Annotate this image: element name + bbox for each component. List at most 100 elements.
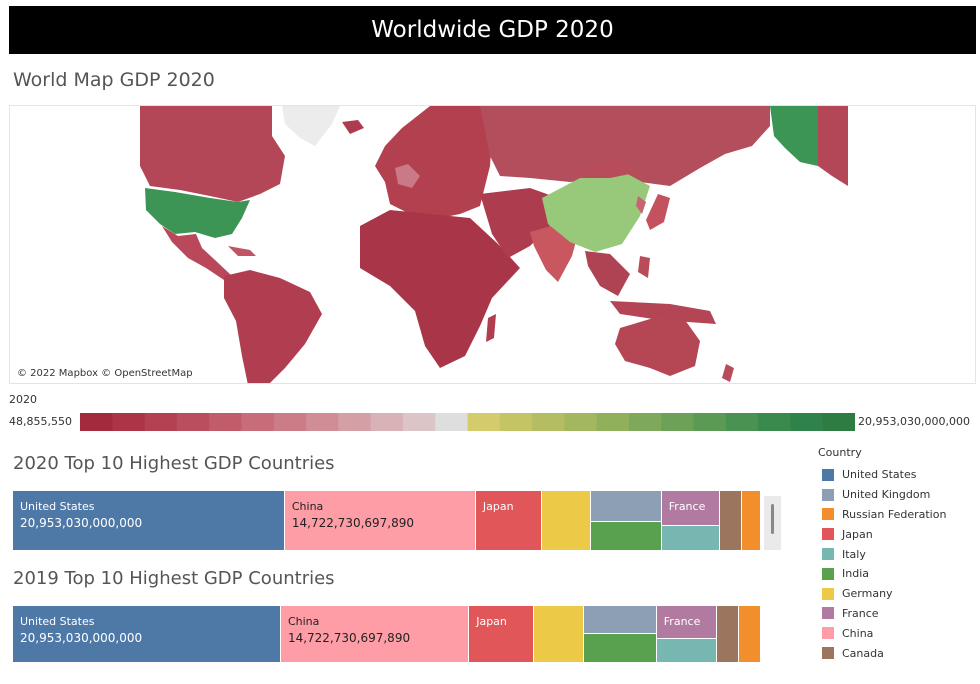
tile-italy[interactable] xyxy=(656,638,718,663)
tile-canada[interactable] xyxy=(717,606,740,663)
gradient-step xyxy=(758,413,791,431)
tile-united-kingdom[interactable] xyxy=(583,606,657,635)
gradient-step xyxy=(435,413,468,431)
legend-item-france[interactable]: France xyxy=(818,604,978,624)
tile-value: 20,953,030,000,000 xyxy=(20,631,143,645)
gradient-step xyxy=(693,413,727,431)
tile-india[interactable] xyxy=(591,521,662,551)
map-region-africa[interactable] xyxy=(360,210,520,368)
tile-japan[interactable]: Japan xyxy=(475,491,542,551)
tile-germany[interactable] xyxy=(541,491,592,551)
scrollbar-thumb[interactable] xyxy=(771,504,774,534)
color-legend-gradient xyxy=(80,413,855,431)
map-region-europe[interactable] xyxy=(375,106,492,218)
legend-item-japan[interactable]: Japan xyxy=(818,524,978,544)
map-region-north-canada-east[interactable] xyxy=(818,106,848,186)
map-region-iceland[interactable] xyxy=(342,120,364,134)
legend-item-india[interactable]: India xyxy=(818,564,978,584)
gradient-step xyxy=(306,413,339,431)
legend-item-united-kingdom[interactable]: United Kingdom xyxy=(818,485,978,505)
legend-swatch xyxy=(822,528,834,541)
color-legend-max: 20,953,030,000,000 xyxy=(858,415,970,428)
map-region-caribbean[interactable] xyxy=(228,246,256,256)
gradient-step xyxy=(370,413,404,431)
legend-label: United Kingdom xyxy=(842,488,931,502)
tile-china[interactable]: China 14,722,730,697,890 xyxy=(280,606,470,663)
legend-label: Russian Federation xyxy=(842,507,947,521)
treemap-2019[interactable]: United States 20,953,030,000,000 China 14,7… xyxy=(13,606,761,663)
map-region-middle-east[interactable] xyxy=(480,188,558,258)
gradient-step xyxy=(725,413,759,431)
vertical-scrollbar[interactable] xyxy=(764,496,781,550)
map-region-southeast-asia[interactable] xyxy=(585,251,630,296)
gradient-step xyxy=(112,413,146,431)
legend-item-germany[interactable]: Germany xyxy=(818,584,978,604)
legend-swatch xyxy=(822,508,834,521)
gradient-step xyxy=(273,413,307,431)
legend-swatch xyxy=(822,488,834,501)
tile-germany[interactable] xyxy=(534,606,584,663)
legend-item-united-states[interactable]: United States xyxy=(818,465,978,485)
map-region-philippines[interactable] xyxy=(638,256,650,278)
map-region-south-america[interactable] xyxy=(224,270,322,384)
tile-value: 20,953,030,000,000 xyxy=(20,516,143,530)
tile-label: United States xyxy=(20,615,95,628)
map-region-canada[interactable] xyxy=(140,106,285,202)
legend-label: India xyxy=(842,567,869,581)
map-region-japan[interactable] xyxy=(646,194,670,230)
map-region-russia[interactable] xyxy=(480,106,770,186)
tile-china[interactable]: China 14,722,730,697,890 xyxy=(284,491,476,551)
legend-item-china[interactable]: China xyxy=(818,623,978,643)
legend-swatch xyxy=(822,468,834,481)
tile-label: United States xyxy=(20,500,95,513)
tile-united-kingdom[interactable] xyxy=(591,491,662,522)
tile-canada[interactable] xyxy=(720,491,742,551)
map-region-australia[interactable] xyxy=(615,316,700,376)
treemap-2020[interactable]: United States 20,953,030,000,000 China 14,7… xyxy=(13,491,761,551)
map-region-central-america[interactable] xyxy=(162,226,232,280)
map-region-madagascar[interactable] xyxy=(486,314,496,342)
tile-united-states[interactable]: United States 20,953,030,000,000 xyxy=(13,491,285,551)
map-region-korea[interactable] xyxy=(636,196,646,214)
world-map-canvas[interactable] xyxy=(10,106,976,384)
tile-united-states[interactable]: United States 20,953,030,000,000 xyxy=(13,606,281,663)
map-region-germany-uk[interactable] xyxy=(395,164,420,188)
world-map[interactable]: © 2022 Mapbox © OpenStreetMap xyxy=(9,105,976,384)
legend-label: China xyxy=(842,626,874,640)
legend-label: Germany xyxy=(842,587,893,601)
legend-item-russian-federation[interactable]: Russian Federation xyxy=(818,505,978,525)
gradient-step xyxy=(209,413,242,431)
legend-swatch xyxy=(822,607,834,620)
dashboard-title: Worldwide GDP 2020 xyxy=(9,6,976,54)
legend-swatch xyxy=(822,567,834,580)
gradient-step xyxy=(532,413,565,431)
tile-italy[interactable] xyxy=(661,525,721,551)
gradient-step xyxy=(80,413,113,431)
map-region-united-states[interactable] xyxy=(145,188,250,238)
tile-value: 14,722,730,697,890 xyxy=(287,631,411,645)
tile-france[interactable]: France xyxy=(656,606,718,639)
color-legend-min: 48,855,550 xyxy=(9,415,72,428)
map-region-new-zealand[interactable] xyxy=(722,364,734,382)
map-region-greenland[interactable] xyxy=(282,106,340,146)
tile-india[interactable] xyxy=(583,634,657,663)
map-title: World Map GDP 2020 xyxy=(13,69,215,91)
legend-label: United States xyxy=(842,468,917,482)
map-region-indonesia[interactable] xyxy=(610,301,716,324)
color-legend-title: 2020 xyxy=(9,393,37,406)
tile-japan[interactable]: Japan xyxy=(469,606,535,663)
gradient-step xyxy=(661,413,695,431)
gradient-step xyxy=(564,413,598,431)
legend-swatch xyxy=(822,647,834,660)
map-region-alaska[interactable] xyxy=(770,106,818,166)
legend-item-italy[interactable]: Italy xyxy=(818,544,978,564)
legend-label: Japan xyxy=(842,527,873,541)
tile-russian-federation[interactable] xyxy=(741,491,761,551)
map-region-mongolia[interactable] xyxy=(575,160,640,178)
gradient-step xyxy=(822,413,855,431)
tile-france[interactable]: France xyxy=(661,491,721,526)
gradient-step xyxy=(790,413,824,431)
legend-item-canada[interactable]: Canada xyxy=(818,643,978,663)
map-region-china[interactable] xyxy=(542,170,650,252)
tile-russian-federation[interactable] xyxy=(739,606,761,663)
